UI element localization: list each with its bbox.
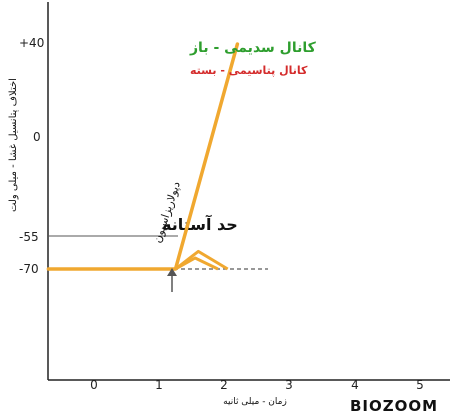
y-tick-label: -55 [19,230,39,244]
depolarization-label: دپولاریزاسیون [151,180,183,245]
legend-sodium: کانال سدیمی - باز [189,40,317,56]
stimulus-arrow-icon [167,268,177,292]
x-tick-label: 1 [155,378,163,392]
x-tick-label: 4 [351,378,359,392]
y-axis-label: اختلاف پتانسیل غشا - میلی ولت [8,78,19,212]
x-axis-label: زمان - میلی ثانیه [223,397,287,407]
legend-potassium: کانال پتاسیمی - بسته [190,64,308,77]
x-tick-label: 5 [416,378,424,392]
x-tick-label: 2 [220,378,228,392]
series-line-sodium [46,42,240,271]
y-tick-label: -70 [19,262,39,276]
brand-logo: BIOZOOM [350,397,438,415]
y-tick-label: +40 [19,36,44,50]
series-line-potassium-inner [174,256,219,271]
x-tick-label: 3 [285,378,293,392]
threshold-label: حد آستانه [162,214,238,234]
y-tick-label: 0 [33,130,41,144]
x-tick-label: 0 [90,378,98,392]
